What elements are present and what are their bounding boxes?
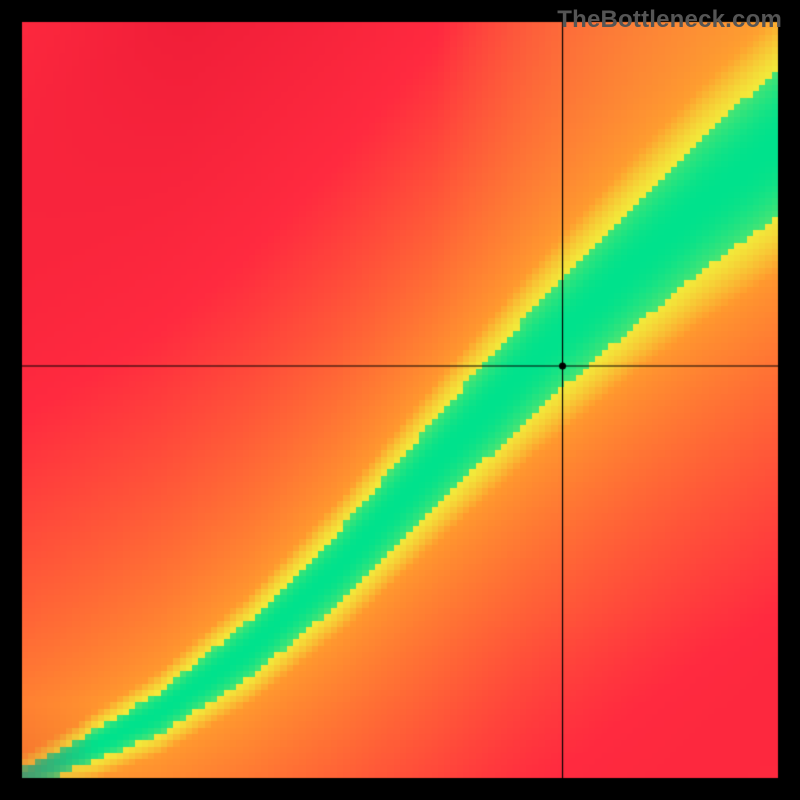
bottleneck-heatmap [0, 0, 800, 800]
chart-container: { "watermark": { "text": "TheBottleneck.… [0, 0, 800, 800]
watermark-text: TheBottleneck.com [557, 6, 782, 34]
